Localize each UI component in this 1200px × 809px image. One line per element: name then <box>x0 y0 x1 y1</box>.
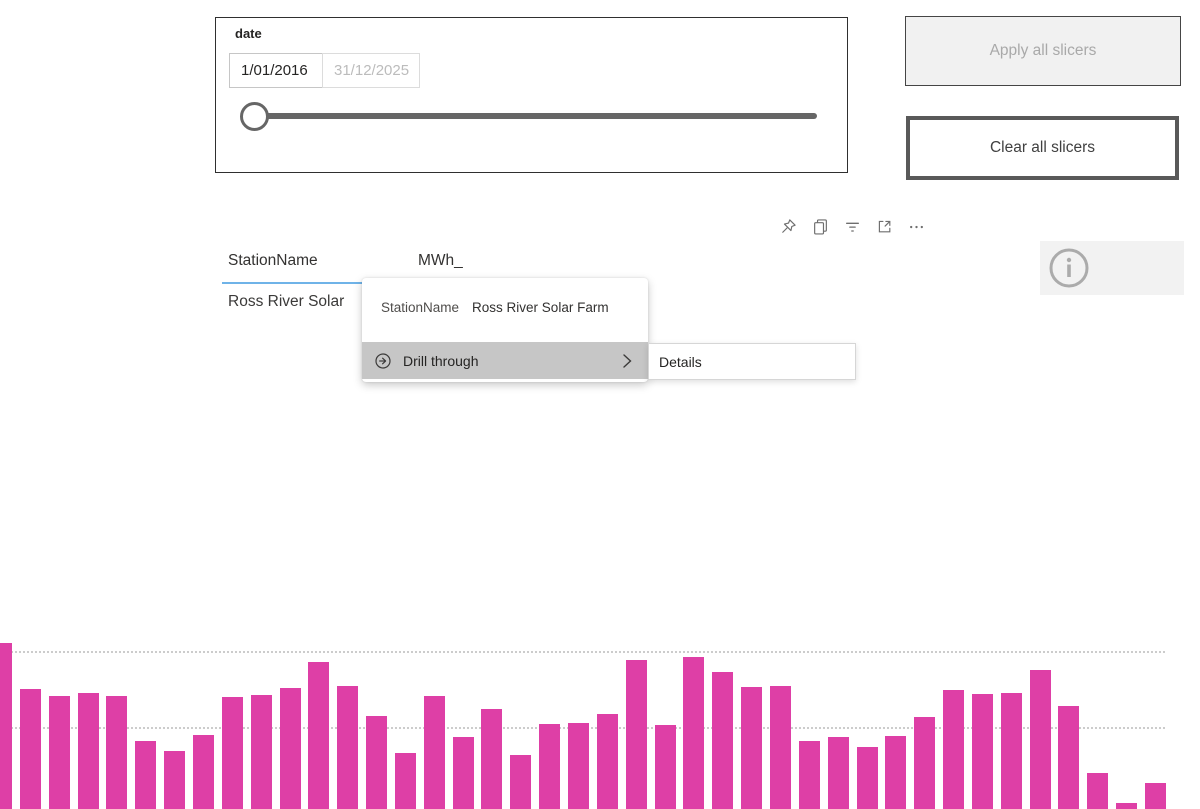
bar[interactable] <box>164 751 186 809</box>
bar[interactable] <box>221 697 243 809</box>
bar[interactable] <box>1058 706 1080 809</box>
bar[interactable] <box>1000 693 1022 809</box>
bar[interactable] <box>1145 783 1166 809</box>
table-row-cell-stationname[interactable]: Ross River Solar <box>228 293 345 310</box>
apply-all-slicers-button[interactable]: Apply all slicers <box>905 16 1181 86</box>
bar[interactable] <box>135 741 157 809</box>
bar[interactable] <box>654 725 676 809</box>
table-column-header-stationname[interactable]: StationName <box>228 252 318 269</box>
table-header-underline <box>222 282 462 284</box>
more-options-icon[interactable] <box>908 218 925 235</box>
drill-through-label: Drill through <box>403 352 479 369</box>
bar[interactable] <box>1029 670 1051 809</box>
focus-mode-icon[interactable] <box>876 218 893 235</box>
bar[interactable] <box>943 690 965 809</box>
visual-header-toolbar <box>780 218 925 235</box>
submenu-details-label: Details <box>659 353 702 370</box>
bar[interactable] <box>510 755 532 809</box>
bar[interactable] <box>48 696 70 809</box>
bar[interactable] <box>596 714 618 809</box>
bar[interactable] <box>683 657 705 809</box>
bar[interactable] <box>394 753 416 809</box>
bar[interactable] <box>798 741 820 809</box>
bar[interactable] <box>77 693 99 809</box>
bar[interactable] <box>366 716 388 809</box>
bar[interactable] <box>279 688 301 809</box>
bar[interactable] <box>452 737 474 809</box>
tooltip-row: StationName Ross River Solar Farm <box>381 300 631 315</box>
bar[interactable] <box>769 686 791 809</box>
bar-chart <box>0 600 1200 809</box>
date-slider-handle[interactable] <box>240 102 269 131</box>
bar[interactable] <box>192 735 214 809</box>
date-slider-track[interactable] <box>253 113 817 119</box>
bar[interactable] <box>914 717 936 809</box>
clear-all-slicers-button[interactable]: Clear all slicers <box>906 116 1179 180</box>
info-icon <box>1049 248 1089 288</box>
context-menu-card: StationName Ross River Solar Farm Drill … <box>362 278 648 382</box>
filter-icon[interactable] <box>844 218 861 235</box>
slicer-title: date <box>235 26 262 41</box>
bar[interactable] <box>0 643 12 809</box>
bar[interactable] <box>1087 773 1109 809</box>
bar[interactable] <box>539 724 561 809</box>
bar[interactable] <box>971 694 993 809</box>
bar[interactable] <box>423 696 445 809</box>
bar[interactable] <box>106 696 128 809</box>
bar[interactable] <box>856 747 878 809</box>
bar[interactable] <box>625 660 647 809</box>
copy-icon[interactable] <box>812 218 829 235</box>
bar[interactable] <box>1116 803 1138 809</box>
chevron-right-icon <box>623 353 632 368</box>
bar[interactable] <box>827 737 849 809</box>
drill-through-submenu-details[interactable]: Details <box>648 343 856 380</box>
date-slicer: date <box>215 17 848 173</box>
tooltip-field-label: StationName <box>381 300 460 315</box>
drill-through-menu-item[interactable]: Drill through <box>362 342 648 379</box>
bar[interactable] <box>19 689 41 809</box>
pin-icon[interactable] <box>780 218 797 235</box>
tooltip-field-value: Ross River Solar Farm <box>472 300 609 315</box>
bar[interactable] <box>885 736 907 809</box>
bar[interactable] <box>712 672 734 809</box>
bar[interactable] <box>250 695 272 809</box>
table-column-header-mwh[interactable]: MWh_ <box>418 252 463 269</box>
bar[interactable] <box>741 687 763 809</box>
bar[interactable] <box>568 723 589 809</box>
drill-through-icon <box>375 352 391 369</box>
bar[interactable] <box>308 662 330 809</box>
bar[interactable] <box>337 686 359 809</box>
gridline <box>0 651 1165 653</box>
start-date-input[interactable] <box>229 53 328 88</box>
bar[interactable] <box>481 709 503 809</box>
info-button[interactable] <box>1040 241 1184 295</box>
end-date-input[interactable] <box>322 53 420 88</box>
